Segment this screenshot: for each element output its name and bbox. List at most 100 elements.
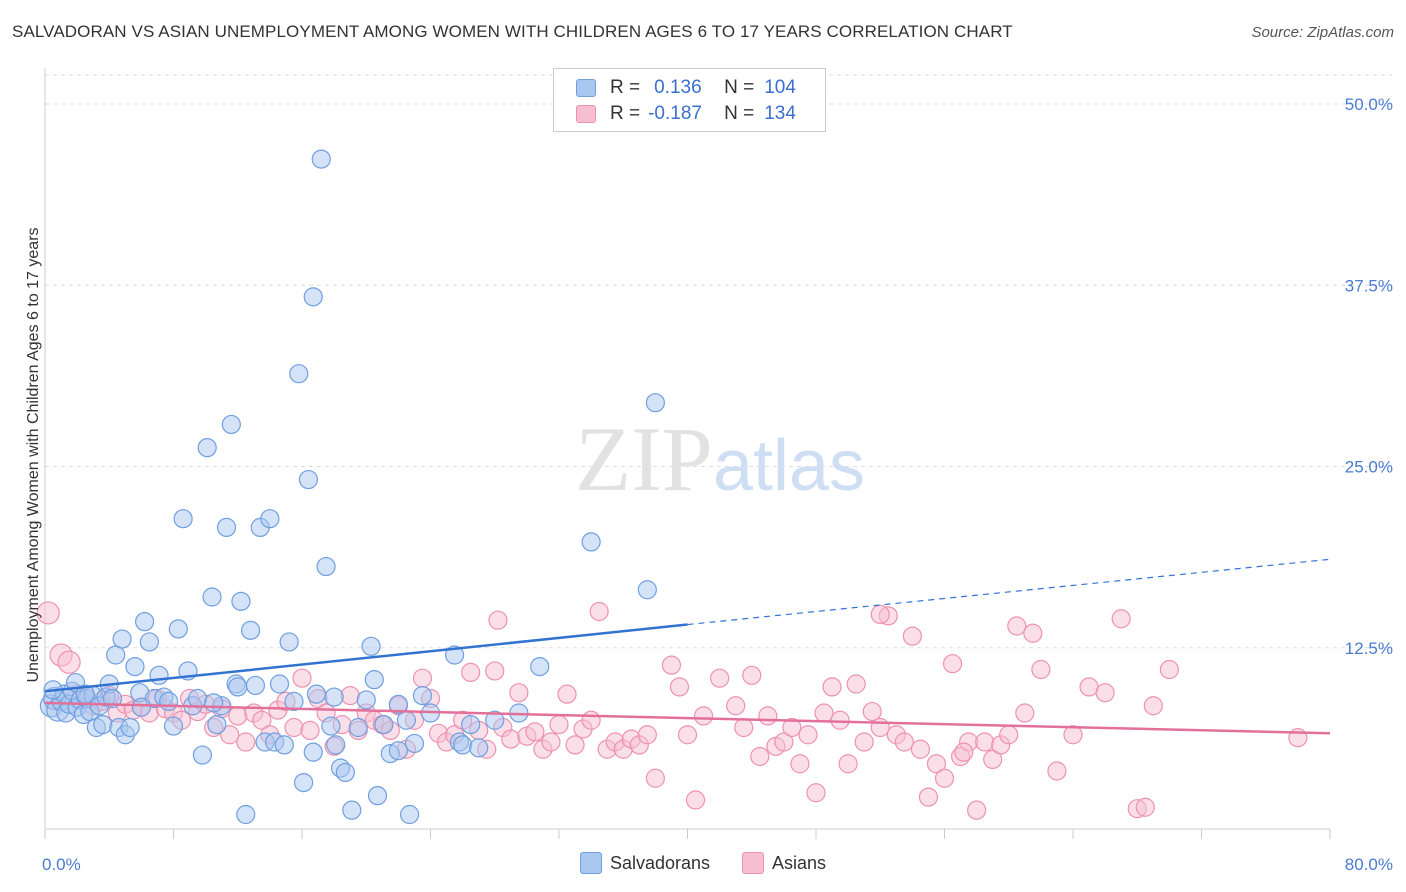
asian-point bbox=[1015, 703, 1035, 723]
y-tick-label: 37.5% bbox=[1345, 276, 1393, 295]
salvadoran-point bbox=[125, 656, 145, 677]
y-tick-label: 12.5% bbox=[1345, 639, 1393, 658]
asian-point bbox=[967, 800, 987, 820]
salvadoran-point bbox=[231, 591, 251, 611]
asian-point bbox=[549, 714, 569, 735]
salvadoran-point bbox=[269, 674, 290, 694]
salvadoran-point bbox=[102, 688, 123, 709]
asian-point bbox=[822, 677, 842, 697]
asian-point bbox=[1047, 761, 1067, 781]
salvadoran-point bbox=[163, 716, 184, 736]
source-credit: Source: ZipAtlas.com bbox=[1251, 24, 1394, 41]
legend-label-salvadorans: Salvadorans bbox=[609, 852, 711, 873]
asian-point bbox=[758, 706, 778, 726]
watermark-atlas: atlas bbox=[713, 426, 865, 506]
asian-point bbox=[565, 735, 585, 755]
asian-point bbox=[726, 696, 746, 716]
salvadoran-point bbox=[404, 733, 425, 754]
salvadoran-point bbox=[216, 517, 237, 538]
asian-point bbox=[862, 701, 882, 722]
asian-point bbox=[637, 725, 657, 745]
asian-point bbox=[750, 746, 770, 767]
asian-point bbox=[1063, 725, 1083, 745]
asian-point bbox=[525, 722, 545, 742]
asian-point bbox=[902, 626, 922, 646]
salvadoran-point bbox=[112, 629, 132, 649]
salvadoran-point bbox=[374, 714, 394, 735]
asian-point bbox=[870, 717, 890, 738]
asian-point bbox=[36, 601, 60, 625]
salvadoran-points bbox=[39, 149, 665, 825]
asian-point bbox=[485, 661, 505, 681]
salvadoran-point bbox=[202, 587, 222, 607]
asian-point bbox=[693, 706, 714, 726]
salvadoran-point bbox=[335, 762, 355, 783]
trend-lines bbox=[44, 558, 1331, 735]
salvadoran-point bbox=[306, 684, 327, 704]
salvadoran-point bbox=[106, 645, 126, 665]
asian-point bbox=[894, 732, 914, 752]
salvadoran-point bbox=[444, 645, 465, 665]
asian-point bbox=[252, 710, 272, 730]
y-tick-labels: 12.5% 25.0% 37.5% 50.0% bbox=[1345, 95, 1393, 658]
legend-n-value: 104 bbox=[764, 77, 796, 98]
asian-point bbox=[461, 662, 481, 683]
legend-r-value: 0.136 bbox=[654, 77, 702, 98]
legend-row-salvadorans: R = 0.136 N = 104 bbox=[576, 76, 796, 100]
stats-legend: R = 0.136 N = 104 R = -0.187 N = 134 bbox=[553, 68, 826, 132]
legend-item-asians: Asians bbox=[742, 852, 826, 874]
legend-n-label: N = bbox=[724, 77, 755, 98]
watermark-zip: ZIP bbox=[575, 408, 713, 510]
asian-point bbox=[557, 684, 577, 704]
salvadoran-point bbox=[241, 620, 261, 640]
salvadoran-legend-swatch bbox=[579, 852, 602, 874]
legend-label-asians: Asians bbox=[772, 852, 827, 873]
salvadoran-point bbox=[303, 287, 323, 307]
salvadoran-point bbox=[461, 714, 481, 735]
asian-point bbox=[581, 710, 601, 730]
asian-legend-swatch bbox=[742, 852, 765, 874]
asian-point bbox=[774, 732, 794, 752]
asian-point bbox=[220, 725, 240, 745]
salvadoran-point bbox=[361, 636, 381, 656]
salvadoran-point bbox=[221, 414, 241, 435]
salvadoran-point bbox=[228, 677, 248, 697]
asian-point bbox=[798, 725, 818, 745]
salvadoran-point bbox=[187, 688, 208, 709]
asian-point bbox=[292, 668, 312, 688]
asian-point bbox=[870, 604, 890, 625]
legend-n-value: 134 bbox=[764, 103, 796, 124]
legend-r-label: R = bbox=[610, 77, 641, 98]
salvadoran-point bbox=[364, 670, 384, 690]
salvadoran-point bbox=[581, 532, 601, 552]
salvadoran-point bbox=[367, 786, 388, 806]
asian-point bbox=[954, 742, 974, 762]
asian-point bbox=[509, 683, 529, 703]
asian-point bbox=[854, 732, 874, 752]
asian-point bbox=[1143, 696, 1163, 716]
salvadoran-point bbox=[131, 697, 151, 717]
salvadoran-point bbox=[324, 687, 344, 707]
asian-point bbox=[669, 677, 690, 697]
salvadoran-point bbox=[316, 556, 336, 577]
asian-point bbox=[806, 783, 826, 803]
asian-point bbox=[846, 674, 866, 694]
asian-swatch bbox=[576, 105, 596, 123]
asian-point bbox=[983, 749, 1003, 770]
y-axis-label: Unemployment Among Women with Children A… bbox=[25, 227, 42, 682]
asian-point bbox=[645, 768, 665, 788]
salvadoran-point bbox=[400, 804, 420, 825]
asian-point bbox=[734, 717, 754, 738]
salvadoran-point bbox=[284, 691, 304, 712]
asian-point bbox=[541, 732, 561, 752]
chart-title: SALVADORAN VS ASIAN UNEMPLOYMENT AMONG W… bbox=[12, 22, 1013, 41]
salvadoran-point bbox=[192, 745, 213, 765]
salvadoran-point bbox=[159, 691, 179, 712]
salvadoran-point bbox=[168, 619, 188, 639]
asian-point bbox=[685, 790, 706, 810]
asian-point bbox=[1159, 659, 1179, 680]
asian-point bbox=[926, 754, 947, 774]
asian-point bbox=[677, 725, 698, 745]
salvadoran-point bbox=[207, 714, 227, 735]
